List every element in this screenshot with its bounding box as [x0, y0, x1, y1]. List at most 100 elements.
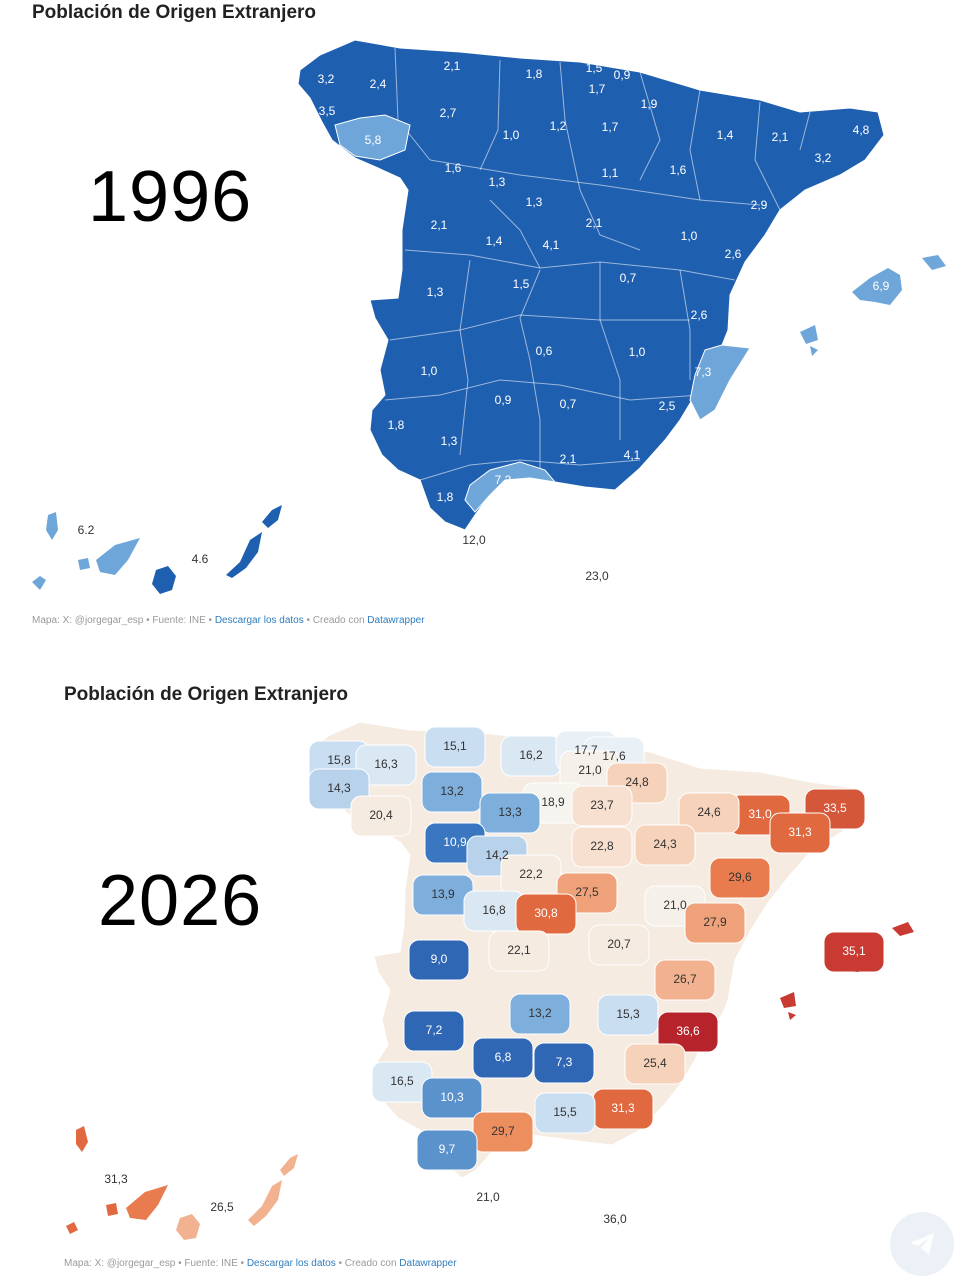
region-cell — [634, 824, 696, 866]
region-value-label: 15,1 — [443, 739, 467, 753]
datawrapper-link[interactable]: Datawrapper — [367, 615, 425, 626]
credit-text: Mapa: X: @jorgegar_esp • Fuente: INE • — [64, 1258, 247, 1269]
credit-text: • Creado con — [335, 1258, 400, 1269]
region-value-label: 16,5 — [390, 1074, 414, 1088]
region-value-label: 18,9 — [541, 795, 565, 809]
outside-value-label: 36,0 — [603, 1212, 627, 1226]
island-value-label: 31,3 — [104, 1172, 128, 1186]
region-value-label: 1,7 — [589, 82, 606, 96]
year-label: 1996 — [88, 157, 253, 237]
region-value-label: 7,3 — [695, 365, 712, 379]
region-value-label: 10,3 — [440, 1090, 464, 1104]
region-value-label: 1,3 — [441, 434, 458, 448]
region-cell — [424, 726, 486, 768]
region-value-label: 6,9 — [873, 279, 890, 293]
region-cell — [684, 902, 746, 944]
balearic-islands-shape — [800, 255, 946, 356]
balearic-islands-shape — [780, 922, 914, 1020]
region-cell — [472, 1037, 534, 1079]
outside-value-label: 23,0 — [585, 569, 609, 583]
region-value-label: 4,8 — [853, 123, 870, 137]
region-value-label: 1,0 — [629, 345, 646, 359]
region-value-label: 13,3 — [498, 805, 522, 819]
region-value-label: 13,9 — [431, 887, 455, 901]
region-value-label: 1,3 — [489, 175, 506, 189]
region-value-label: 2,1 — [586, 216, 603, 230]
map-title: Población de Origen Extranjero — [32, 2, 317, 23]
region-value-label: 24,3 — [653, 837, 677, 851]
peninsula-shape — [297, 39, 885, 531]
region-value-label: 1,4 — [486, 234, 503, 248]
region-value-label: 1,3 — [427, 285, 444, 299]
region-value-label: 9,0 — [431, 952, 448, 966]
region-cell — [657, 1011, 719, 1053]
region-cell — [624, 1043, 686, 1085]
region-value-label: 2,9 — [751, 198, 768, 212]
canary-islands-shapes — [32, 505, 282, 594]
region-value-label: 17,7 — [574, 743, 598, 757]
region-value-label: 0,9 — [614, 68, 631, 82]
download-data-link[interactable]: Descargar los datos — [214, 615, 304, 626]
region-value-label: 1,8 — [388, 418, 405, 432]
region-value-label: 2,7 — [440, 106, 457, 120]
region-value-label: 22,2 — [519, 867, 543, 881]
region-value-label: 10,9 — [443, 835, 467, 849]
region-highlight — [334, 114, 411, 161]
region-value-label: 15,3 — [616, 1007, 640, 1021]
map-credit: Mapa: X: @jorgegar_esp • Fuente: INE • D… — [64, 1258, 457, 1269]
region-value-label: 35,1 — [842, 944, 866, 958]
region-value-label: 7,2 — [495, 473, 512, 487]
region-value-label: 1,0 — [503, 128, 520, 142]
region-cell — [488, 930, 550, 972]
region-value-label: 3,2 — [815, 151, 832, 165]
telegram-share-button[interactable] — [890, 1212, 954, 1276]
region-value-label: 31,0 — [748, 807, 772, 821]
region-cell — [350, 795, 412, 837]
canary-islands-shapes — [66, 1126, 298, 1240]
download-data-link[interactable]: Descargar los datos — [246, 1258, 336, 1269]
region-value-label: 20,4 — [369, 808, 393, 822]
region-value-label: 1,3 — [526, 195, 543, 209]
region-value-label: 1,1 — [602, 166, 619, 180]
region-value-label: 16,3 — [374, 757, 398, 771]
region-value-label: 2,6 — [691, 308, 708, 322]
choropleth-map: 3,2 2,4 2,1 1,8 1,5 0,9 1,7 1,9 3,5 2,7 5,8 1,0 1,2 1… — [32, 39, 946, 594]
region-value-label: 9,7 — [439, 1142, 456, 1156]
region-value-label: 0,7 — [560, 397, 577, 411]
year-label: 2026 — [98, 861, 263, 941]
region-value-label: 29,6 — [728, 870, 752, 884]
region-value-label: 2,1 — [444, 59, 461, 73]
region-cell — [597, 994, 659, 1036]
region-cell — [355, 744, 417, 786]
region-cell — [421, 1077, 483, 1119]
region-cell — [408, 939, 470, 981]
region-value-label: 1,0 — [681, 229, 698, 243]
region-value-label: 1,9 — [641, 97, 658, 111]
region-value-label: 14,2 — [485, 848, 509, 862]
region-value-label: 6,8 — [495, 1050, 512, 1064]
region-value-label: 2,6 — [725, 247, 742, 261]
datawrapper-link[interactable]: Datawrapper — [399, 1258, 457, 1269]
region-value-label: 2,1 — [772, 130, 789, 144]
region-value-label: 24,8 — [625, 775, 649, 789]
region-value-label: 1,7 — [602, 120, 619, 134]
region-value-label: 26,7 — [673, 972, 697, 986]
paper-plane-icon — [910, 1233, 934, 1255]
region-value-label: 21,0 — [578, 763, 602, 777]
region-value-label: 30,8 — [534, 906, 558, 920]
region-value-label: 31,3 — [611, 1101, 635, 1115]
map-panel-1996: Población de Origen Extranjero 1996 — [32, 2, 946, 626]
island-value-label: 4.6 — [192, 552, 209, 566]
region-value-label: 2,5 — [659, 399, 676, 413]
region-cell — [533, 1042, 595, 1084]
region-value-label: 36,6 — [676, 1024, 700, 1038]
region-value-label: 0,7 — [620, 271, 637, 285]
region-value-label: 1,6 — [670, 163, 687, 177]
map-credit: Mapa: X: @jorgegar_esp • Fuente: INE • D… — [32, 615, 425, 626]
region-value-label: 20,7 — [607, 937, 631, 951]
region-value-label: 17,6 — [602, 749, 626, 763]
region-value-label: 1,5 — [586, 61, 603, 75]
region-value-label: 16,8 — [482, 903, 506, 917]
region-value-label: 14,3 — [327, 781, 351, 795]
region-cell — [678, 792, 740, 834]
